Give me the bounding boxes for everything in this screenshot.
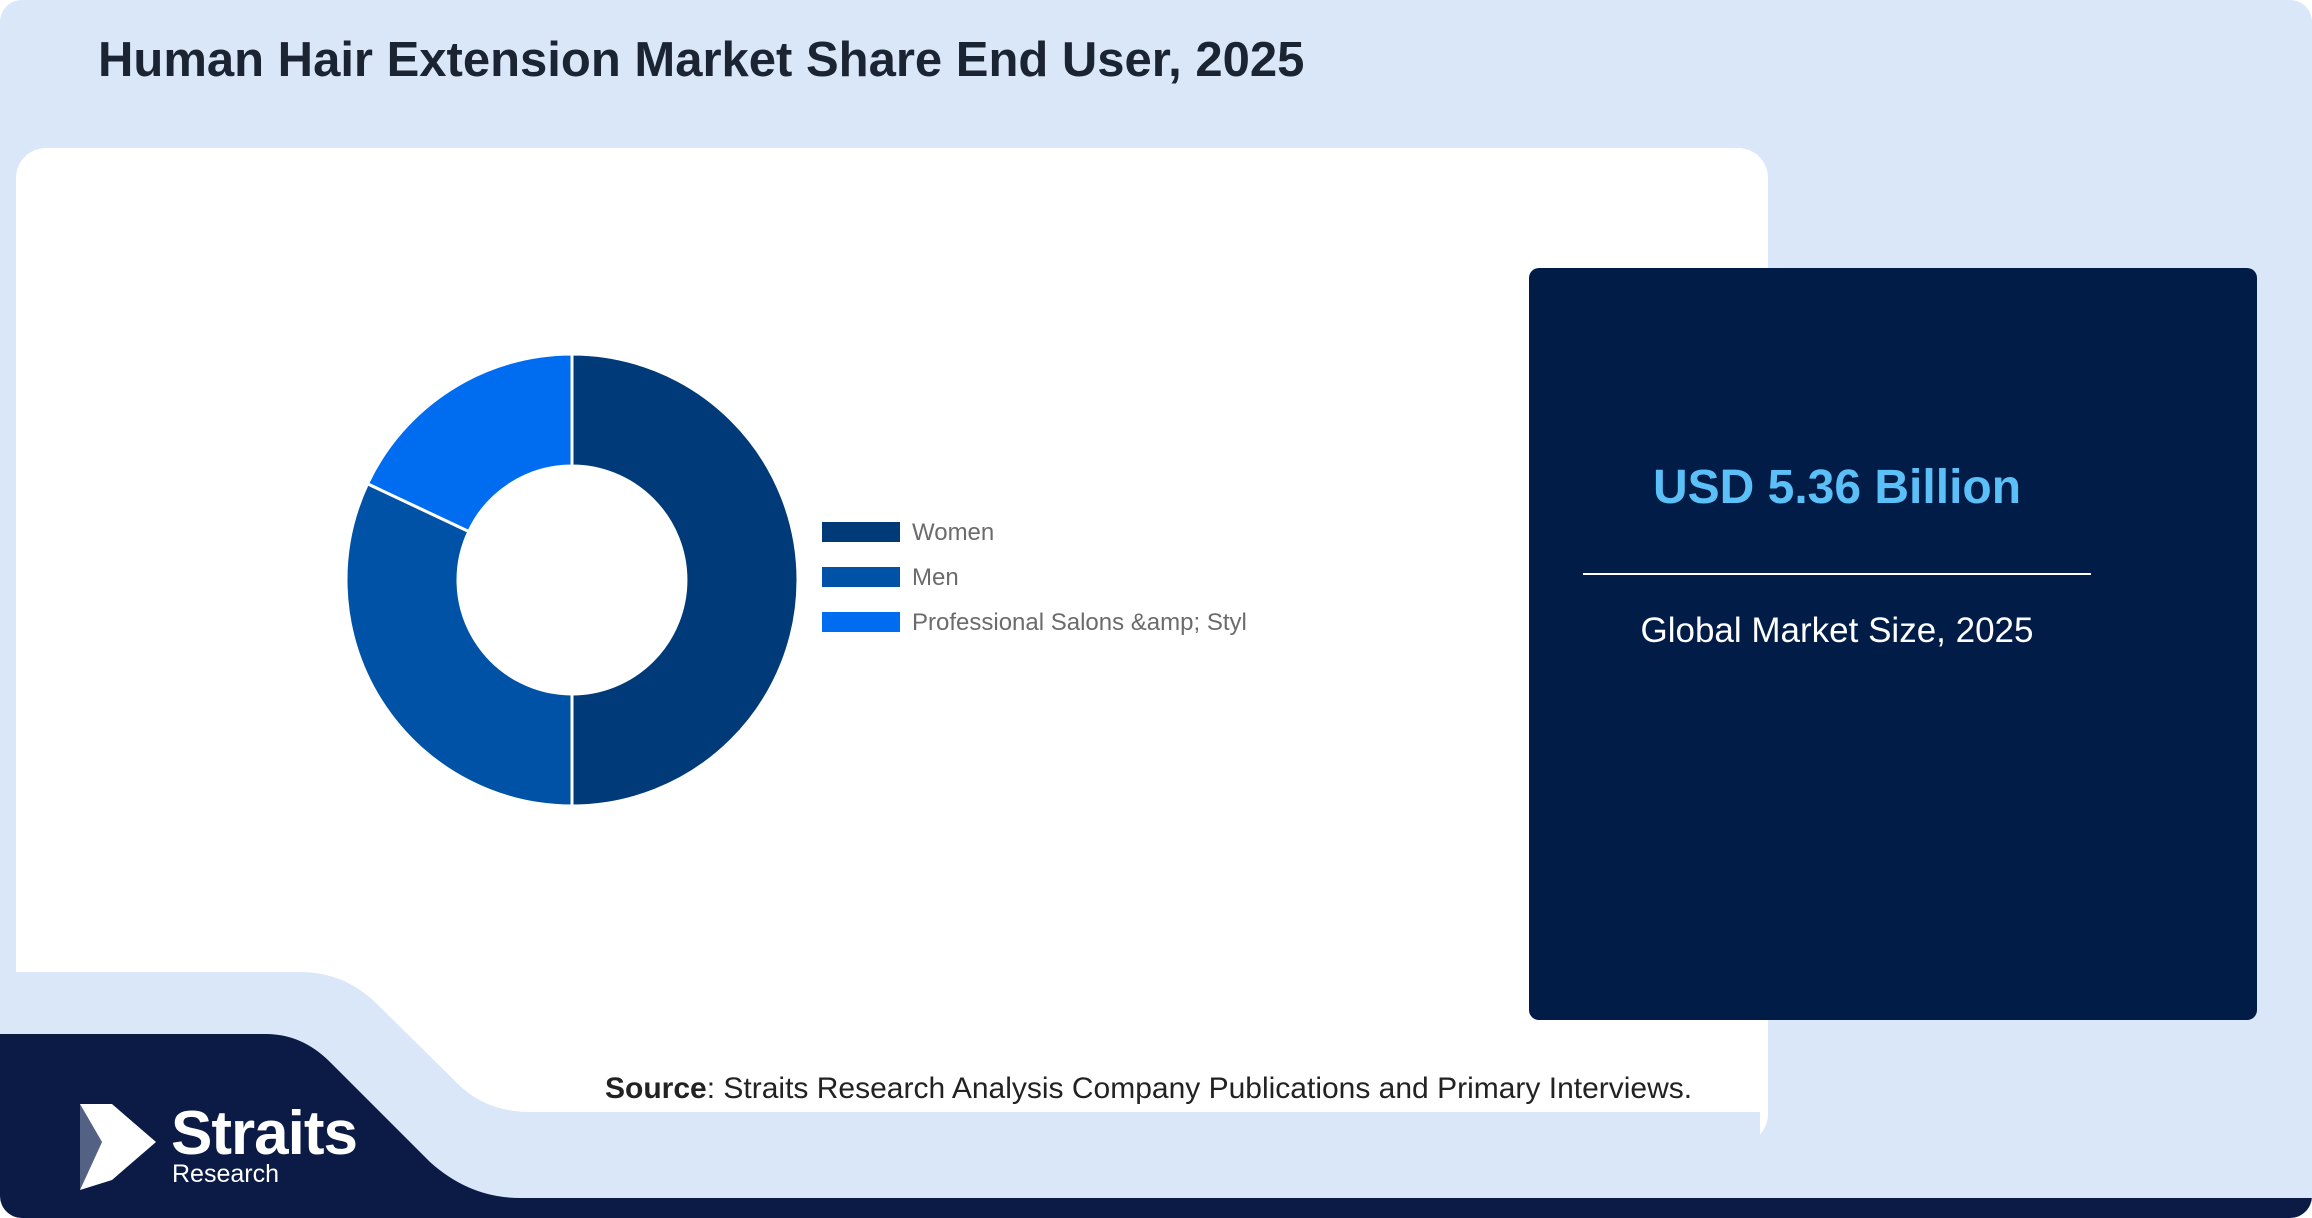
source-note: Source: Straits Research Analysis Compan… [605,1072,1692,1106]
logo-name: Straits [171,1099,358,1168]
market-caption: Global Market Size, 2025 [1640,611,2034,650]
source-text: : Straits Research Analysis Company Publ… [706,1072,1693,1105]
donut-slice-1 [570,352,800,808]
card-divider [1583,573,2091,575]
legend-label-1: Women [912,519,994,546]
donut-slice-2 [344,481,574,808]
market-value: USD 5.36 Billion [1652,461,2022,514]
chart-panel: Women Men Professional Salons &amp; Styl [16,148,1768,1144]
market-size-card: USD 5.36 Billion Global Market Size, 202… [1529,268,2257,1020]
legend-label-2: Men [912,564,959,591]
source-label: Source [605,1072,707,1105]
legend-swatch-2 [822,567,900,587]
legend-swatch-3 [822,612,900,632]
logo-subtitle: Research [172,1160,279,1188]
page-title: Human Hair Extension Market Share End Us… [98,33,1305,87]
legend-swatch-1 [822,522,900,542]
legend-label-3: Professional Salons &amp; Styl [912,609,1247,636]
donut-chart: Women Men Professional Salons &amp; Styl [344,352,1247,808]
donut-slice-3 [365,352,574,534]
